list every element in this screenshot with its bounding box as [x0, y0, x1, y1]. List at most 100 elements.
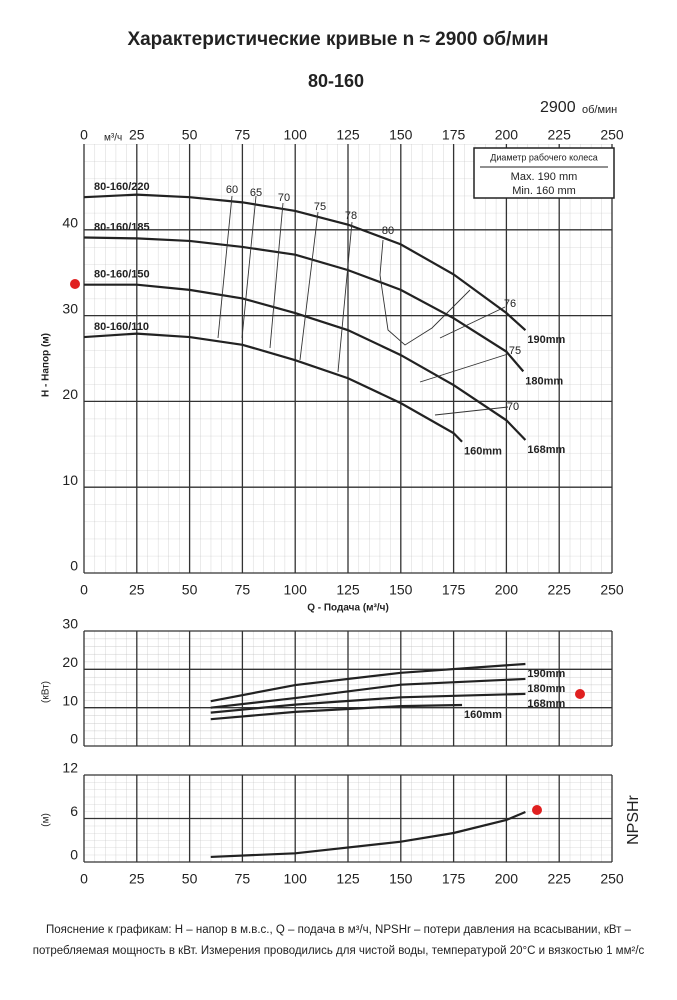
series-end-label: 168mm: [527, 444, 565, 456]
x-tick-label: 225: [548, 127, 572, 143]
curve: [210, 662, 526, 703]
x-tick-label: 175: [442, 582, 466, 598]
x-tick-label: 225: [548, 871, 572, 887]
x-tick-label: 0: [80, 871, 88, 887]
series-end-label: 160mm: [464, 709, 502, 721]
x-tick-label: 25: [129, 127, 145, 143]
curve: [210, 677, 526, 709]
efficiency-label: 75: [314, 201, 326, 213]
x-tick-label: 125: [336, 871, 360, 887]
efficiency-line: [434, 406, 509, 416]
y-axis-label: H - Напор (м): [41, 333, 52, 397]
y-tick-label: 12: [62, 760, 78, 776]
series-label: 80-160/185: [94, 221, 150, 233]
series-end-label: 180mm: [525, 375, 563, 387]
x-tick-label: 100: [284, 871, 308, 887]
efficiency-label: 60: [226, 184, 238, 196]
side-label: NPSHr: [625, 794, 642, 844]
series-label: 80-160/110: [94, 321, 149, 333]
speed-value: 2900: [540, 99, 576, 116]
x-tick-label: 200: [495, 871, 519, 887]
y-tick-label: 20: [62, 654, 78, 670]
curve: [83, 332, 463, 443]
curve: [83, 193, 527, 332]
efficiency-label: 70: [507, 401, 519, 413]
chart-title: 80-160: [308, 71, 364, 91]
legend: Диаметр рабочего колеса Max. 190 mm Min.…: [473, 147, 615, 199]
x-tick-label: 150: [389, 582, 413, 598]
x-tick-label: 150: [389, 127, 413, 143]
efficiency-line: [217, 195, 233, 339]
x-tick-label: 200: [495, 582, 519, 598]
x-tick-label: 250: [600, 871, 624, 887]
efficiency-label: 75: [509, 345, 521, 357]
x-tick-label: 100: [284, 582, 308, 598]
efficiency-label: 70: [278, 192, 290, 204]
legend-entry: Min. 160 mm: [512, 185, 576, 197]
curve: [84, 283, 527, 441]
y-axis-label: (кВт): [41, 681, 52, 703]
x-tick-label: 125: [336, 127, 360, 143]
y-tick-label: 0: [70, 731, 78, 747]
legend-entry: Max. 190 mm: [511, 171, 578, 183]
curve: [210, 810, 526, 859]
x-tick-label: 75: [235, 127, 251, 143]
curve: [210, 692, 526, 714]
efficiency-line: [379, 239, 471, 346]
y-tick-label: 20: [62, 386, 78, 402]
curve: [83, 236, 525, 373]
efficiency-line: [439, 306, 506, 339]
x-tick-label: 250: [600, 127, 624, 143]
series-end-label: 180mm: [527, 683, 565, 695]
efficiency-line: [337, 221, 353, 373]
y-tick-label: 30: [62, 300, 78, 316]
x-tick-label: 100: [284, 127, 308, 143]
x-tick-label: 25: [129, 582, 145, 598]
y-tick-label: 40: [62, 215, 78, 231]
x-tick-label: 50: [182, 582, 198, 598]
efficiency-label: 80: [382, 225, 394, 237]
y-axis-label: (м): [41, 813, 52, 827]
marker-dot: [70, 279, 80, 289]
marker-dot: [532, 805, 542, 815]
x-tick-label: 150: [389, 871, 413, 887]
y-tick-label: 0: [70, 558, 78, 574]
x-unit-top: м³/ч: [104, 133, 122, 144]
x-tick-label: 200: [495, 127, 519, 143]
y-tick-label: 10: [62, 692, 78, 708]
x-tick-label: 125: [336, 582, 360, 598]
y-tick-label: 30: [62, 616, 78, 632]
efficiency-line: [241, 195, 257, 339]
x-tick-label: 50: [182, 871, 198, 887]
x-tick-label: 75: [235, 871, 251, 887]
footnote: Пояснение к графикам: H – напор в м.в.с.…: [32, 924, 645, 957]
series-end-label: 168mm: [527, 698, 565, 710]
efficiency-label: 76: [504, 298, 516, 310]
x-tick-label: 175: [442, 871, 466, 887]
series-end-label: 190mm: [527, 334, 565, 346]
y-tick-label: 10: [62, 472, 78, 488]
legend-title: Диаметр рабочего колеса: [490, 152, 598, 162]
curve: [210, 703, 463, 721]
series-end-label: 160mm: [464, 446, 502, 458]
y-tick-label: 6: [70, 803, 78, 819]
x-tick-label: 25: [129, 871, 145, 887]
series-end-label: 190mm: [527, 668, 565, 680]
x-tick-label: 50: [182, 127, 198, 143]
speed-unit: об/мин: [582, 104, 617, 116]
efficiency-label: 78: [345, 210, 357, 222]
y-tick-label: 0: [70, 847, 78, 863]
efficiency-line: [269, 202, 284, 349]
legend-box: [473, 147, 615, 199]
x-tick-label: 0: [80, 582, 88, 598]
efficiency-line: [299, 211, 319, 361]
series-label: 80-160/220: [94, 181, 150, 193]
x-tick-label: 225: [548, 582, 572, 598]
page-title: Характеристические кривые n ≈ 2900 об/ми…: [127, 29, 548, 50]
efficiency-label: 65: [250, 187, 262, 199]
x-tick-label: 75: [235, 582, 251, 598]
x-tick-label: 250: [600, 582, 624, 598]
